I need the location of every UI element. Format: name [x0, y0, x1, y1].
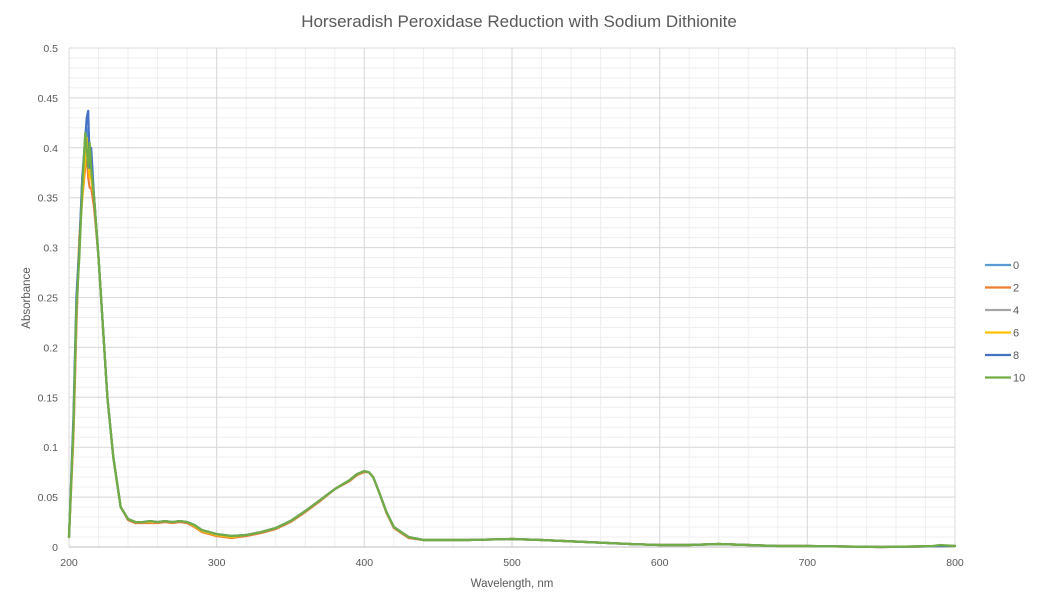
- x-tick-label: 800: [946, 557, 964, 569]
- y-tick-label: 0.1: [43, 442, 58, 454]
- series-lines: [67, 109, 957, 549]
- major-gridlines: [68, 47, 956, 548]
- y-tick-label: 0.2: [43, 342, 58, 354]
- y-tick-label: 0.4: [43, 143, 58, 155]
- x-tick-label: 500: [503, 557, 521, 569]
- legend-label-6: 6: [1013, 328, 1019, 340]
- y-tick-label: 0.15: [38, 392, 59, 404]
- legend-label-10: 10: [1013, 373, 1025, 385]
- y-tick-label: 0.5: [43, 43, 58, 55]
- y-tick-label: 0.05: [38, 492, 59, 504]
- x-axis-tick-labels: 200 300 400 500 600 700 800: [60, 557, 964, 569]
- y-tick-label: 0: [52, 542, 58, 554]
- y-tick-label: 0.25: [38, 293, 59, 305]
- y-tick-label: 0.45: [38, 93, 59, 105]
- x-tick-label: 200: [60, 557, 78, 569]
- y-tick-label: 0.35: [38, 193, 59, 205]
- legend-label-8: 8: [1013, 350, 1019, 362]
- series-line-10: [67, 131, 957, 549]
- x-tick-label: 300: [208, 557, 226, 569]
- x-tick-label: 700: [799, 557, 817, 569]
- legend-label-2: 2: [1013, 283, 1019, 295]
- x-tick-label: 600: [651, 557, 669, 569]
- y-axis-title: Absorbance: [21, 267, 33, 328]
- chart-title: Horseradish Peroxidase Reduction with So…: [301, 12, 737, 31]
- x-tick-label: 400: [356, 557, 374, 569]
- x-axis-title: Wavelength, nm: [471, 578, 554, 590]
- legend-label-0: 0: [1013, 260, 1019, 272]
- y-tick-label: 0.3: [43, 243, 58, 255]
- legend: 0 2 4 6 8 10: [985, 260, 1025, 385]
- y-axis-tick-labels: 0 0.05 0.1 0.15 0.2 0.25 0.3 0.35 0.4 0.45 0.5: [38, 43, 59, 554]
- legend-label-4: 4: [1013, 305, 1019, 317]
